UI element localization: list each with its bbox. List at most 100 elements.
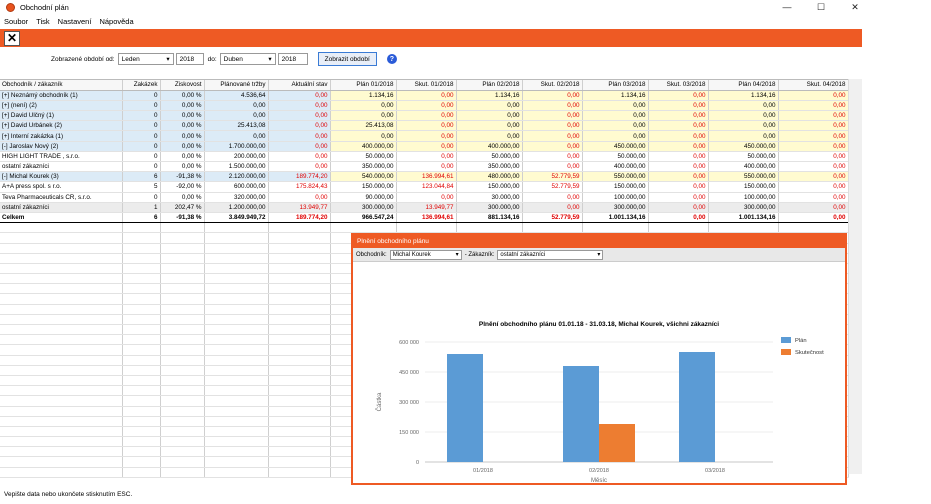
- cell[interactable]: 400.000,00: [582, 161, 649, 173]
- cell[interactable]: 50.000,00: [330, 151, 397, 163]
- cell[interactable]: 0,00: [778, 90, 849, 101]
- cell[interactable]: 0,00 %: [160, 110, 205, 122]
- table-row[interactable]: [-] Michal Kourek (3) 6 -91,38 % 2.120.000,…: [0, 171, 849, 183]
- cell[interactable]: 0,00 %: [160, 120, 205, 132]
- cell[interactable]: 175.824,43: [268, 181, 331, 193]
- cell[interactable]: 5: [122, 181, 161, 193]
- cell[interactable]: 0,00: [648, 100, 709, 112]
- cell[interactable]: 0,00: [268, 161, 331, 173]
- cell[interactable]: 0,00: [778, 130, 849, 142]
- cell[interactable]: 0,00: [204, 130, 269, 142]
- maximize-button[interactable]: ☐: [816, 1, 826, 12]
- row-label[interactable]: [+] Interní zakázka (1): [0, 130, 123, 142]
- cell[interactable]: 480.000,00: [456, 171, 523, 183]
- customer-select[interactable]: ostatní zákazníci ▾: [497, 249, 604, 260]
- cell[interactable]: 450.000,00: [708, 141, 779, 152]
- cell[interactable]: 189.774,20: [268, 171, 331, 183]
- help-icon[interactable]: ?: [386, 54, 397, 64]
- row-label[interactable]: [+] (není) (2): [0, 100, 123, 112]
- cell[interactable]: 0,00: [204, 100, 269, 112]
- menu-tisk[interactable]: Tisk: [36, 16, 50, 26]
- cell[interactable]: 0,00 %: [160, 141, 205, 152]
- cell[interactable]: 30.000,00: [456, 192, 523, 203]
- table-row[interactable]: ostatní zákazníci 1 202,47 % 1.200.000,00 13…: [0, 202, 849, 213]
- cell[interactable]: 0: [122, 110, 161, 122]
- column-header[interactable]: Skut. 01/2018: [396, 80, 457, 91]
- cell[interactable]: 0,00: [396, 110, 457, 122]
- table-row[interactable]: A+A press spol. s r.o. 5 -92,00 % 600.000,0…: [0, 181, 849, 193]
- cell[interactable]: 0,00: [648, 141, 709, 152]
- cell[interactable]: 52.779,59: [522, 181, 583, 193]
- cell[interactable]: 1.134,16: [582, 90, 649, 101]
- cell[interactable]: 550.000,00: [582, 171, 649, 183]
- cell[interactable]: 300.000,00: [456, 202, 523, 213]
- cell[interactable]: 400.000,00: [456, 141, 523, 152]
- cell[interactable]: 0: [122, 192, 161, 203]
- row-label[interactable]: HIGH LIGHT TRADE , s.r.o.: [0, 151, 123, 163]
- column-header[interactable]: Plánované tržby: [204, 80, 269, 91]
- cell[interactable]: 0,00: [204, 110, 269, 122]
- cell[interactable]: 0,00: [648, 90, 709, 101]
- cell[interactable]: 0: [122, 161, 161, 173]
- cell[interactable]: 300.000,00: [330, 202, 397, 213]
- cell[interactable]: 123.044,84: [396, 181, 457, 193]
- cell[interactable]: 150.000,00: [708, 181, 779, 193]
- cell[interactable]: 150.000,00: [582, 181, 649, 193]
- cell[interactable]: 0,00: [708, 100, 779, 112]
- vertical-scrollbar[interactable]: [848, 79, 862, 474]
- cell[interactable]: 0: [122, 130, 161, 142]
- cell[interactable]: 0,00 %: [160, 161, 205, 173]
- table-row[interactable]: [-] Jaroslav Nový (2) 0 0,00 % 1.700.000,00…: [0, 141, 849, 152]
- cell[interactable]: 0,00: [522, 100, 583, 112]
- cell[interactable]: 0,00: [396, 120, 457, 132]
- cell[interactable]: 0,00: [456, 110, 523, 122]
- cell[interactable]: 1.134,16: [330, 90, 397, 101]
- cell[interactable]: 0,00: [778, 141, 849, 152]
- from-month-select[interactable]: Leden ▾: [117, 53, 174, 65]
- cell[interactable]: 0,00 %: [160, 90, 205, 101]
- cell[interactable]: 0,00: [330, 100, 397, 112]
- cell[interactable]: 0,00: [456, 120, 523, 132]
- cell[interactable]: 0,00: [708, 120, 779, 132]
- cell[interactable]: 0,00: [582, 120, 649, 132]
- cell[interactable]: 0,00: [708, 110, 779, 122]
- column-header[interactable]: Obchodník / zákazník: [0, 80, 123, 91]
- column-header[interactable]: Plán 03/2018: [582, 80, 649, 91]
- cell[interactable]: 0,00: [582, 100, 649, 112]
- cell[interactable]: 0,00: [522, 141, 583, 152]
- cell[interactable]: 0,00: [582, 130, 649, 142]
- cell[interactable]: 6: [122, 171, 161, 183]
- menu-soubor[interactable]: Soubor: [4, 16, 29, 26]
- row-label[interactable]: [+] David Urbánek (2): [0, 120, 123, 132]
- column-header[interactable]: Plán 04/2018: [708, 80, 779, 91]
- table-row[interactable]: Teva Pharmaceuticals CR, s.r.o. 0 0,00 % 32…: [0, 192, 849, 203]
- cell[interactable]: 0,00: [648, 110, 709, 122]
- cell[interactable]: 0,00: [330, 130, 397, 142]
- menu-nastaveni[interactable]: Nastavení: [57, 16, 92, 26]
- cell[interactable]: 0,00: [396, 100, 457, 112]
- cell[interactable]: 0,00: [778, 110, 849, 122]
- cell[interactable]: 0,00: [522, 120, 583, 132]
- row-label[interactable]: [+] David Ulčný (1): [0, 110, 123, 122]
- cell[interactable]: 0,00: [268, 151, 331, 163]
- column-header[interactable]: Skut. 02/2018: [522, 80, 583, 91]
- cell[interactable]: 90.000,00: [330, 192, 397, 203]
- cell[interactable]: 300.000,00: [582, 202, 649, 213]
- cell[interactable]: 1.500.000,00: [204, 161, 269, 173]
- row-label[interactable]: [-] Michal Kourek (3): [0, 171, 123, 183]
- cell[interactable]: 0,00: [708, 130, 779, 142]
- row-label[interactable]: [+] Neznámý obchodník (1): [0, 90, 123, 101]
- column-header[interactable]: Skut. 03/2018: [648, 80, 709, 91]
- cell[interactable]: 0,00: [268, 100, 331, 112]
- cell[interactable]: 0,00: [648, 181, 709, 193]
- to-month-select[interactable]: Duben ▾: [219, 53, 276, 65]
- table-row[interactable]: [+] Interní zakázka (1) 0 0,00 % 0,00 0,00 0,…: [0, 130, 849, 142]
- cell[interactable]: 0,00: [778, 192, 849, 203]
- column-header[interactable]: Ziskovost: [160, 80, 205, 91]
- cell[interactable]: 52.779,59: [522, 171, 583, 183]
- cell[interactable]: 25.413,08: [204, 120, 269, 132]
- cell[interactable]: 400.000,00: [330, 141, 397, 152]
- row-label[interactable]: ostatní zákazníci: [0, 202, 123, 213]
- column-header[interactable]: Skut. 04/2018: [778, 80, 849, 91]
- row-label[interactable]: Teva Pharmaceuticals CR, s.r.o.: [0, 192, 123, 203]
